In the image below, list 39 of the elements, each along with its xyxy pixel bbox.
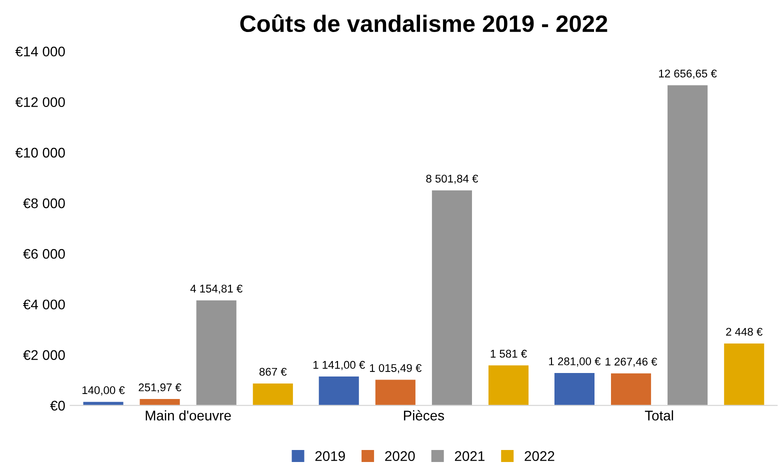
data-label: 12 656,65 € xyxy=(659,70,717,79)
bar xyxy=(432,190,472,406)
x-tick-label: Pièces xyxy=(404,410,444,420)
data-label: 1 015,49 € xyxy=(370,364,422,374)
bar xyxy=(196,300,236,406)
y-tick-label: €10 000 xyxy=(15,148,65,158)
legend-label: 2019 xyxy=(315,451,345,462)
data-label: 867 € xyxy=(259,368,287,376)
x-tick-label: Main d'oeuvre xyxy=(146,410,231,420)
bar xyxy=(610,373,652,406)
bar xyxy=(318,376,359,406)
bar xyxy=(724,343,764,406)
bar xyxy=(252,383,293,406)
data-label: 1 267,46 € xyxy=(606,358,658,367)
data-label: 1 141,00 € xyxy=(313,360,365,370)
y-tick-label: €0 xyxy=(50,400,65,411)
bar xyxy=(140,399,180,406)
data-label: 2 448 € xyxy=(726,328,762,336)
legend-label: 2021 xyxy=(454,451,484,462)
x-tick-label: Total xyxy=(644,410,674,420)
data-label: 8 501,84 € xyxy=(426,174,478,184)
chart-title: Coûts de vandalisme 2019 - 2022 xyxy=(240,14,608,32)
bar xyxy=(375,380,416,406)
y-tick-label: €14 000 xyxy=(15,46,65,56)
y-tick-label: €8 000 xyxy=(23,198,65,208)
data-label: 251,97 € xyxy=(138,383,182,393)
data-label: 4 154,81 € xyxy=(190,284,242,294)
bar xyxy=(554,373,595,406)
y-tick-label: €12 000 xyxy=(15,97,65,108)
bar xyxy=(668,85,708,406)
bar xyxy=(488,365,529,406)
data-label: 1 581 € xyxy=(490,350,527,358)
legend-label: 2022 xyxy=(524,451,554,462)
y-tick-label: €6 000 xyxy=(23,248,65,259)
y-tick-label: €4 000 xyxy=(23,300,65,310)
y-tick-label: €2 000 xyxy=(23,350,65,360)
data-label: 1 281,00 € xyxy=(549,357,601,367)
legend-label: 2020 xyxy=(385,451,415,462)
data-label: 140,00 € xyxy=(82,386,125,396)
